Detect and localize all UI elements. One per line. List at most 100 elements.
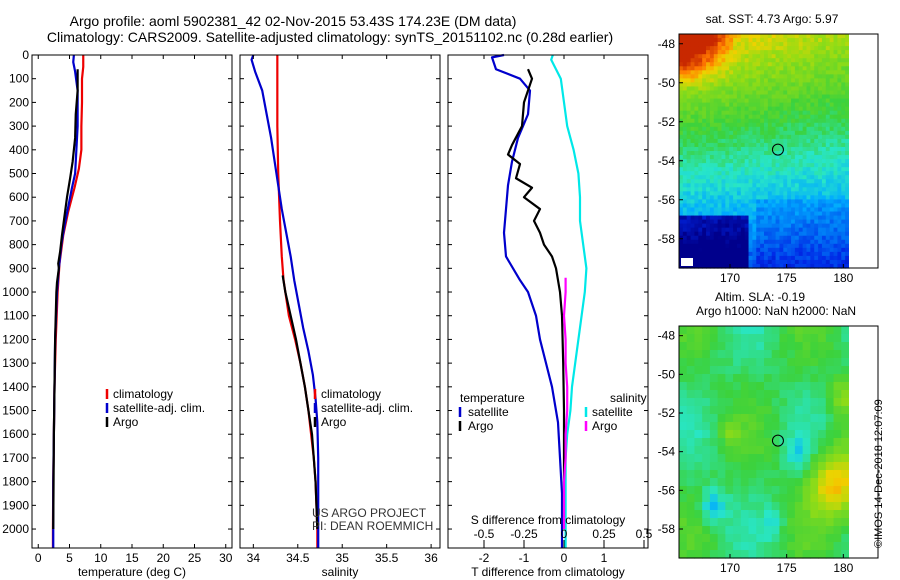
map-cell <box>825 239 831 245</box>
map-cell <box>698 167 703 172</box>
map-cell <box>760 54 765 59</box>
map-cell <box>733 98 738 104</box>
map-cell <box>818 263 823 269</box>
map-cell <box>736 86 742 92</box>
map-cell <box>845 183 850 188</box>
map-cell <box>845 171 850 176</box>
map-cell <box>783 106 788 112</box>
map-cell <box>748 255 754 261</box>
map-cell <box>752 235 757 241</box>
map-cell <box>756 390 765 399</box>
x-tick-label-temperature: 5 <box>66 551 73 565</box>
map-cell <box>756 374 765 383</box>
map-cell <box>709 203 715 209</box>
map-cell <box>810 239 815 245</box>
map-cell <box>717 494 726 503</box>
map-cell <box>783 263 788 269</box>
map-cell <box>821 70 827 75</box>
map-cell <box>764 70 769 75</box>
map-cell <box>717 239 723 245</box>
map-cell <box>686 171 692 176</box>
map-cell <box>783 159 788 164</box>
map-cell <box>818 62 823 67</box>
map-cell <box>740 406 750 415</box>
map-cell <box>752 46 757 51</box>
map-cell <box>713 159 719 164</box>
map-cell <box>771 398 781 407</box>
map-cell <box>814 211 819 217</box>
map-cell <box>686 42 692 47</box>
map-cell <box>802 42 808 47</box>
map-cell <box>686 243 692 249</box>
map-cell <box>682 78 688 84</box>
map-cell <box>802 542 811 551</box>
map-cell <box>810 62 815 67</box>
map-cell <box>748 406 757 415</box>
map-cell <box>841 358 850 367</box>
map-cell <box>794 350 804 359</box>
map-cell <box>791 110 796 116</box>
map-cell <box>698 223 703 229</box>
map-cell <box>725 118 730 124</box>
map-cell <box>752 86 757 92</box>
map-cell <box>818 78 823 84</box>
map-cell <box>825 130 831 136</box>
map-cell <box>825 219 831 225</box>
map-cell <box>783 179 788 184</box>
map-y-tick-label: -56 <box>658 193 676 207</box>
map-cell <box>837 191 842 196</box>
map-cell <box>783 243 788 249</box>
map-cell <box>698 207 703 213</box>
map-cell <box>713 187 719 192</box>
map-cell <box>736 179 742 184</box>
map-cell <box>779 406 788 415</box>
map-cell <box>818 255 823 261</box>
map-cell <box>841 134 846 140</box>
map-cell <box>748 86 754 92</box>
map-cell <box>713 58 719 63</box>
map-cell <box>686 231 692 237</box>
map-cell <box>829 98 835 104</box>
map-cell <box>709 34 715 39</box>
map-cell <box>740 227 746 233</box>
map-cell <box>767 34 773 39</box>
map-cell <box>709 239 715 245</box>
map-cell <box>814 70 819 75</box>
map-cell <box>837 42 842 47</box>
map-cell <box>818 122 823 128</box>
map-cell <box>771 171 777 176</box>
map-cell <box>694 223 699 229</box>
map-cell <box>841 334 850 343</box>
map-cell <box>783 42 788 47</box>
map-cell <box>821 66 827 71</box>
map-cell <box>833 118 839 124</box>
map-cell <box>748 122 754 128</box>
map-cell <box>717 207 723 213</box>
map-cell <box>748 231 754 237</box>
map-cell <box>709 74 715 79</box>
map-cell <box>717 38 723 43</box>
map-cell <box>821 94 827 100</box>
map-cell <box>733 215 738 221</box>
map-cell <box>818 470 827 479</box>
map-cell <box>802 34 808 39</box>
map-cell <box>806 199 811 205</box>
map-cell <box>802 478 811 487</box>
map-cell <box>841 366 850 375</box>
map-cell <box>752 215 757 221</box>
map-cell <box>686 167 692 172</box>
map-cell <box>679 446 688 455</box>
map-cell <box>829 94 835 100</box>
map-cell <box>698 50 703 55</box>
map-cell <box>698 179 703 184</box>
map-cell <box>833 518 842 527</box>
map-cell <box>845 231 850 237</box>
map-cell <box>721 183 726 188</box>
map-cell <box>682 74 688 79</box>
map-cell <box>706 82 711 88</box>
map-cell <box>744 54 750 59</box>
map-cell <box>818 542 827 551</box>
map-cell <box>717 70 723 75</box>
map-cell <box>810 342 819 351</box>
map-cell <box>794 187 800 192</box>
